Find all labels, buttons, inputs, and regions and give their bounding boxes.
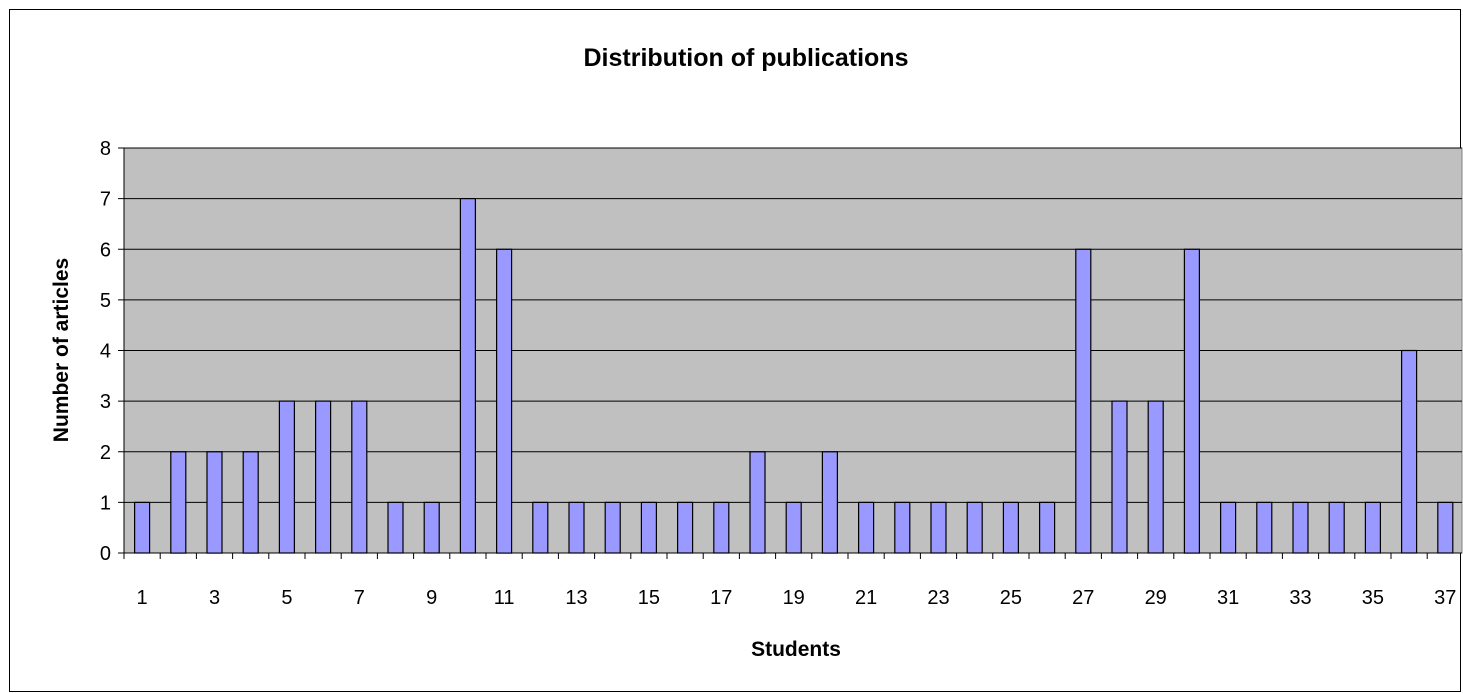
- x-tick-label: 13: [565, 587, 587, 609]
- x-tick-label: 37: [1434, 587, 1456, 609]
- x-tick-label: 1: [137, 587, 148, 609]
- axes: [118, 147, 1462, 559]
- x-tick-label: 27: [1072, 587, 1094, 609]
- bar-student-16: [676, 501, 694, 554]
- bar-student-37: [1437, 501, 1454, 554]
- x-tick-label: 5: [281, 587, 292, 609]
- x-tick-labels: 1 3 5 7 9 11 13 15 17 19 21 23 25 27 29 31 33 35 37: [137, 587, 1457, 609]
- x-tick-label: 31: [1217, 587, 1239, 609]
- bar-student-10: [459, 198, 476, 554]
- y-axis-title: Number of articles: [50, 258, 73, 442]
- x-tick-label: 21: [855, 587, 877, 609]
- bar-student-36: [1400, 349, 1418, 554]
- bar-student-8: [387, 501, 404, 554]
- bar-student-28: [1111, 400, 1128, 554]
- x-tick-label: 29: [1145, 587, 1167, 609]
- bar-student-1: [134, 501, 151, 554]
- bar-student-27: [1075, 248, 1092, 554]
- bar-student-12: [532, 501, 549, 554]
- bar-student-17: [713, 501, 730, 554]
- bar-student-20: [821, 451, 839, 554]
- bars: [134, 198, 1454, 554]
- bar-student-21: [857, 501, 875, 554]
- bar-student-14: [604, 501, 621, 554]
- bar-student-26: [1038, 501, 1056, 554]
- bar-student-34: [1328, 501, 1345, 554]
- bar-student-32: [1256, 501, 1273, 554]
- x-tick-label: 17: [710, 587, 732, 609]
- y-tick-label: 5: [100, 290, 111, 312]
- x-axis-title: Students: [751, 638, 841, 661]
- y-tick-label: 4: [100, 341, 111, 363]
- bar-student-11: [496, 248, 513, 554]
- bar-student-23: [930, 501, 947, 554]
- x-tick-label: 19: [783, 587, 805, 609]
- bar-student-5: [278, 400, 295, 554]
- bar-student-15: [640, 501, 658, 554]
- x-tick-label: 11: [494, 587, 515, 609]
- bar-student-9: [423, 501, 440, 554]
- x-tick-label: 33: [1289, 587, 1311, 609]
- bar-student-6: [315, 400, 332, 554]
- x-tick-label: 35: [1362, 587, 1384, 609]
- x-tick-label: 3: [209, 587, 220, 609]
- bar-student-33: [1292, 501, 1309, 554]
- y-tick-label: 1: [100, 492, 111, 514]
- y-tick-label: 6: [100, 239, 111, 261]
- bar-student-31: [1219, 501, 1237, 554]
- y-tick-labels: 0 1 2 3 4 5 6 7 8: [100, 138, 111, 565]
- x-tick-label: 15: [638, 587, 660, 609]
- chart-title: Distribution of publications: [584, 44, 909, 72]
- y-tick-label: 3: [100, 391, 111, 413]
- bar-student-2: [170, 451, 187, 554]
- x-tick-label: 9: [426, 587, 437, 609]
- y-tick-label: 8: [100, 138, 111, 160]
- bar-student-13: [568, 501, 585, 554]
- bar-student-35: [1364, 501, 1382, 554]
- x-tick-label: 23: [927, 587, 949, 609]
- bar-student-3: [206, 451, 223, 554]
- bar-student-4: [242, 451, 259, 554]
- y-tick-label: 2: [100, 442, 111, 464]
- bar-student-18: [749, 451, 766, 554]
- bar-student-30: [1183, 248, 1201, 554]
- bar-student-19: [785, 501, 802, 554]
- bar-student-25: [1002, 501, 1020, 554]
- gridlines: [124, 147, 1462, 503]
- y-tick-label: 0: [100, 543, 111, 565]
- bar-student-29: [1147, 400, 1164, 554]
- x-tick-label: 25: [1000, 587, 1022, 609]
- bar-student-24: [966, 501, 983, 554]
- y-tick-label: 7: [100, 189, 111, 211]
- x-tick-label: 7: [354, 587, 365, 609]
- bar-student-22: [894, 501, 911, 554]
- bar-student-7: [351, 400, 368, 554]
